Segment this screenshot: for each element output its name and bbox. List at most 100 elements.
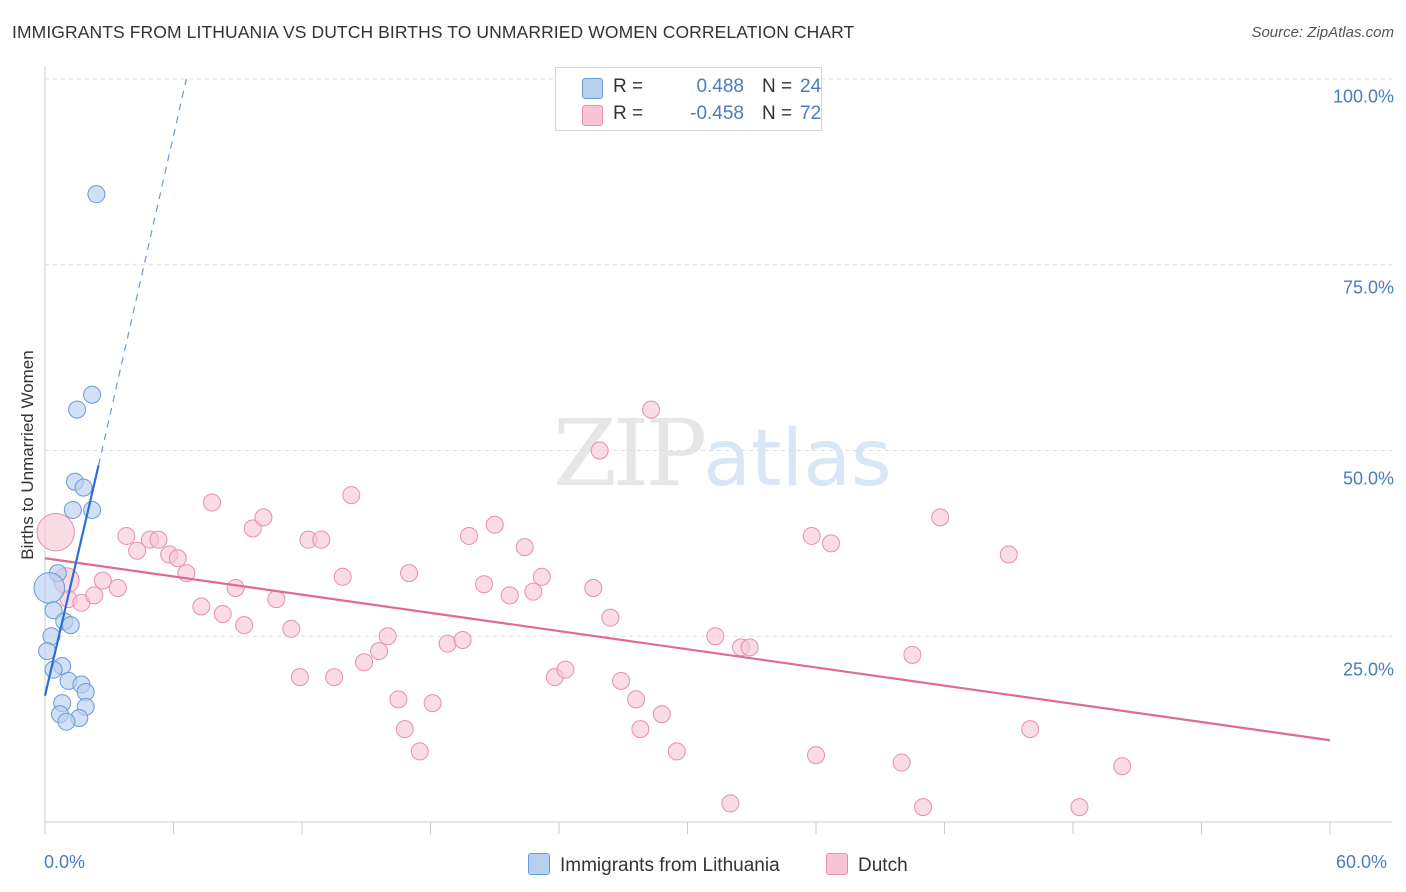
dutch-point (117, 526, 136, 545)
dutch-point (524, 582, 543, 601)
lithuania-point (44, 660, 63, 679)
y-tick-label: 75.0% (1342, 277, 1394, 298)
x-tick-label: 60.0% (1336, 852, 1388, 872)
dutch-point (438, 634, 457, 653)
dutch-point (631, 720, 650, 739)
dutch-point (807, 746, 825, 765)
lithuania-point (61, 616, 80, 635)
dutch-point (149, 530, 168, 549)
dutch-point (532, 567, 551, 586)
bottom-legend-dutch: Dutch (826, 853, 908, 877)
dutch-point (903, 645, 922, 664)
chart-title: IMMIGRANTS FROM LITHUANIA VS DUTCH BIRTH… (12, 22, 855, 42)
dutch-point (333, 567, 352, 586)
dutch-point (203, 493, 222, 512)
legend-r-label: R = (613, 76, 644, 97)
x-tick-label: 0.0% (44, 852, 86, 872)
dutch-trend-line (44, 557, 1331, 742)
lithuania-point (63, 500, 82, 519)
lithuania-trend-line (43, 465, 100, 696)
dutch-point (931, 508, 950, 527)
y-tick-label: 50.0% (1342, 468, 1394, 489)
dutch-point (243, 519, 262, 538)
watermark: ZIPatlas (553, 400, 892, 507)
dutch-point (254, 508, 273, 527)
dutch-point (821, 534, 840, 553)
dutch-point (721, 794, 740, 813)
dutch-point (556, 660, 575, 679)
legend-r-value: -0.458 (690, 103, 744, 124)
dutch-point (108, 578, 127, 597)
dutch-point (282, 619, 301, 638)
dutch-point (290, 668, 309, 687)
dutch-point (1113, 757, 1132, 776)
dutch-point (999, 545, 1018, 564)
chart-source: Source: ZipAtlas.com (1251, 24, 1394, 41)
legend-n-label: N = (762, 76, 793, 97)
dutch-point (168, 549, 187, 568)
dutch-point (85, 586, 104, 605)
lithuania-point (83, 385, 102, 404)
dutch-point (267, 590, 286, 609)
dutch-point (235, 616, 254, 635)
dutch-point (453, 630, 472, 649)
watermark-zip: ZIP (553, 400, 707, 507)
dutch-point (485, 515, 504, 534)
lithuania-point (33, 572, 66, 604)
legend-swatch-blue (582, 78, 603, 99)
lithuania-trend-dashed (97, 78, 187, 466)
dutch-point (355, 653, 374, 672)
legend-n-value: 72 (800, 103, 822, 124)
bottom-legend-label: Dutch (858, 855, 908, 876)
dutch-point (627, 690, 646, 709)
dutch-point (475, 575, 494, 594)
dutch-point (500, 586, 519, 605)
legend-r-value: 0.488 (696, 76, 744, 97)
correlation-legend: R = 0.488 N = 24 R = -0.458 N = 72 (555, 67, 822, 131)
y-tick-label: 25.0% (1342, 659, 1394, 680)
dutch-point (652, 705, 671, 724)
dutch-point (740, 638, 759, 657)
bottom-legend-swatch-blue (528, 853, 550, 875)
dutch-point (192, 597, 211, 616)
dutch-point (93, 571, 112, 590)
dutch-point (892, 753, 911, 772)
dutch-point (642, 400, 661, 419)
dutch-point (460, 526, 479, 545)
lithuania-point (74, 478, 93, 497)
legend-swatch-pink (582, 105, 603, 126)
bottom-legend-lithuania: Immigrants from Lithuania (528, 853, 780, 877)
dutch-point (342, 486, 361, 505)
lithuania-point (57, 712, 76, 731)
bottom-legend-swatch-pink (826, 853, 848, 875)
dutch-point (423, 694, 442, 713)
lithuania-point (87, 185, 106, 204)
dutch-point (312, 530, 331, 549)
watermark-atlas: atlas (703, 414, 892, 504)
dutch-point (128, 541, 147, 560)
legend-n-label: N = (762, 103, 793, 124)
y-tick-label: 100.0% (1332, 86, 1394, 107)
dutch-point (601, 608, 620, 627)
dutch-point (395, 720, 414, 739)
dutch-point (1070, 798, 1089, 817)
dutch-point (36, 513, 75, 552)
dutch-point (1021, 720, 1040, 739)
dutch-point (370, 642, 389, 661)
lithuania-point (68, 400, 87, 419)
dutch-point (515, 538, 534, 557)
dutch-point (914, 798, 933, 817)
dutch-point (389, 690, 408, 709)
lithuania-point (44, 601, 63, 620)
dutch-point (612, 671, 631, 690)
dutch-point (226, 578, 245, 597)
legend-r-label: R = (613, 103, 644, 124)
dutch-point (590, 441, 609, 460)
dutch-point (378, 627, 397, 646)
dutch-point (802, 526, 821, 545)
dutch-point (410, 742, 429, 761)
dutch-point (667, 742, 686, 761)
y-axis-label: Births to Unmarried Women (18, 350, 37, 560)
dutch-point (706, 627, 725, 646)
